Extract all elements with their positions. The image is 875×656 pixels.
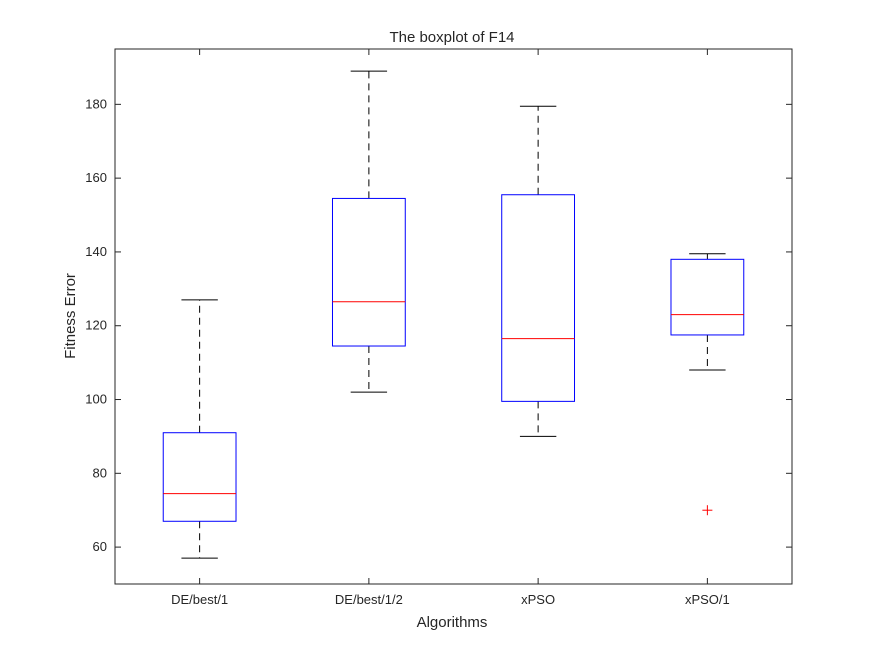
- y-tick-label: 60: [93, 539, 107, 554]
- outlier-marker: [702, 505, 713, 516]
- box-iqr: [670, 258, 745, 336]
- box-iqr: [501, 194, 576, 402]
- x-tick-label: DE/best/1/2: [335, 592, 403, 607]
- y-tick-label: 120: [85, 318, 107, 333]
- x-axis-title: Algorithms: [417, 614, 488, 631]
- chart-title: The boxplot of F14: [389, 29, 514, 46]
- box-group: [501, 105, 576, 437]
- y-axis-title: Fitness Error: [62, 273, 79, 359]
- box-group: [670, 253, 745, 516]
- boxes-layer: [162, 70, 745, 559]
- x-axis: DE/best/1 DE/best/1/2 xPSO xPSO/1: [171, 49, 730, 607]
- y-tick-label: 160: [85, 170, 107, 185]
- y-tick-label: 80: [93, 465, 107, 480]
- plot-area: [114, 48, 793, 585]
- box-iqr: [331, 197, 406, 347]
- box-iqr: [162, 432, 237, 522]
- y-tick-label: 180: [85, 96, 107, 111]
- box-group: [162, 299, 237, 559]
- y-axis: 60 80 100 120 140 160 180: [85, 96, 792, 554]
- x-tick-label: xPSO/1: [685, 592, 730, 607]
- y-tick-label: 100: [85, 392, 107, 407]
- box-group: [331, 70, 406, 393]
- x-tick-label: DE/best/1: [171, 592, 228, 607]
- x-tick-label: xPSO: [521, 592, 555, 607]
- y-tick-label: 140: [85, 244, 107, 259]
